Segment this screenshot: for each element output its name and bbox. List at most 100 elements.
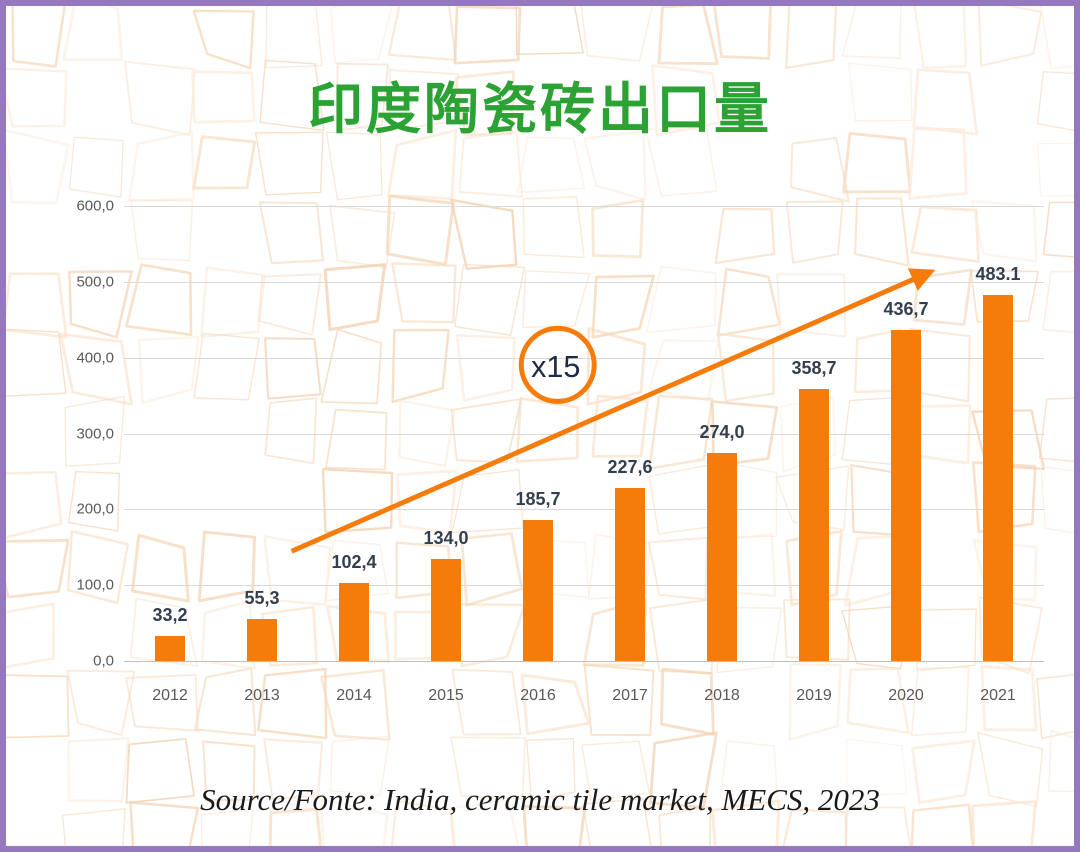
decorative-tile-shape [124, 60, 196, 137]
decorative-tile-shape [583, 130, 647, 201]
decorative-tile-shape [200, 808, 254, 846]
decorative-tile-shape [788, 662, 843, 741]
y-tick-label: 300,0 [76, 425, 114, 442]
decorative-tile-shape [450, 736, 526, 800]
decorative-tile-shape [329, 735, 391, 796]
decorative-tile-shape [971, 199, 1038, 263]
x-tick-label: 2016 [520, 687, 556, 704]
bar [431, 559, 461, 661]
gridline [124, 281, 1044, 283]
decorative-tile-shape [977, 6, 1043, 67]
decorative-tile-shape [125, 738, 195, 804]
decorative-tile-shape [66, 669, 136, 737]
y-tick-label: 600,0 [76, 197, 114, 215]
decorative-tile-shape [6, 674, 70, 739]
chart-title: 印度陶瓷砖出口量 [307, 78, 772, 140]
bar [247, 619, 277, 661]
decorative-tile-shape [910, 205, 980, 264]
bar-value-label: 274,0 [699, 422, 745, 443]
decorative-tile-shape [200, 266, 267, 338]
gridline [124, 206, 1044, 207]
bar-value-label: 358,7 [791, 357, 837, 378]
decorative-tile-shape [790, 136, 850, 203]
decorative-tile-shape [713, 6, 772, 60]
decorative-tile-shape [325, 131, 383, 201]
decorative-tile-shape [127, 131, 195, 203]
decorative-tile-shape [846, 667, 910, 735]
decorative-tile-shape [68, 136, 124, 198]
y-tick-label: 400,0 [76, 349, 114, 367]
x-tick-label: 2019 [796, 687, 832, 704]
decorative-tile-shape [191, 70, 256, 124]
decorative-tile-shape [390, 799, 456, 846]
decorative-tile-shape [970, 269, 1039, 323]
decorative-tile-shape [454, 70, 515, 137]
decorative-tile-shape [841, 604, 913, 670]
decorative-tile-shape [130, 199, 194, 262]
decorative-tile-shape [913, 6, 968, 69]
bar-value-label: 102,4 [331, 552, 377, 573]
decorative-tile-shape [458, 130, 524, 198]
decorative-tile-shape [6, 272, 68, 339]
decorative-tile-shape [68, 270, 133, 339]
decorative-tile-shape [11, 6, 66, 68]
decorative-tile-shape [202, 740, 256, 802]
decorative-tile-shape [125, 673, 199, 732]
y-tick-label: 0,0 [93, 652, 114, 670]
decorative-tile-shape [263, 738, 324, 801]
decorative-tile-shape [912, 68, 979, 136]
decorative-tile-shape [583, 664, 655, 737]
decorative-tile-shape [329, 6, 393, 64]
decorative-tile-shape [194, 667, 257, 737]
gridline [124, 585, 1044, 587]
decorative-tile-shape [193, 332, 260, 401]
decorative-tile-shape [978, 596, 1043, 675]
decorative-tile-shape [192, 9, 255, 70]
decorative-tile-shape [1039, 6, 1074, 70]
decorative-tile-shape [336, 62, 389, 132]
decorative-tile-shape [785, 6, 838, 69]
decorative-tile-shape [200, 600, 256, 670]
decorative-tile-shape [125, 263, 193, 337]
decorative-tile-shape [451, 668, 522, 736]
bar [615, 488, 645, 661]
decorative-tile-shape [1038, 397, 1074, 463]
decorative-tile-shape [1037, 142, 1074, 197]
bar [891, 329, 921, 661]
decorative-tile-shape [657, 6, 719, 66]
decorative-tile-shape [581, 740, 650, 801]
y-tick-label: 100,0 [76, 576, 114, 594]
decorative-tile-shape [329, 204, 396, 268]
decorative-tile-shape [131, 533, 190, 603]
bar [339, 583, 369, 661]
decorative-tile-shape [785, 200, 844, 264]
bar-value-label: 185,7 [515, 489, 561, 510]
decorative-tile-shape [59, 332, 134, 406]
decorative-tile-shape [66, 530, 130, 605]
decorative-tile-shape [6, 538, 70, 599]
source-caption: Source/Fonte: India, ceramic tile market… [200, 782, 880, 817]
decorative-tile-shape [847, 62, 913, 122]
decorative-tile-shape [908, 127, 968, 200]
x-tick-label: 2014 [336, 687, 372, 704]
decorative-tile-shape [129, 801, 200, 846]
decorative-tile-shape [387, 128, 458, 201]
x-tick-label: 2015 [428, 687, 464, 704]
decorative-tile-shape [846, 738, 908, 798]
decorative-tile-shape [971, 461, 1037, 534]
decorative-tile-shape [319, 797, 389, 846]
bar-chart: 0,0 100,0 200,0 300,0 400,0 500,0 600,0 33,2 201… [6, 6, 1074, 846]
decorative-tile-shape [976, 732, 1044, 808]
decorative-tile-shape [522, 804, 587, 846]
decorative-tile-shape [450, 198, 518, 270]
bar-value-label: 436,7 [883, 298, 929, 319]
x-tick-label: 2012 [152, 687, 188, 704]
decorative-tile-shape [1042, 201, 1074, 258]
decorative-tile-shape [644, 128, 718, 197]
decorative-tile-shape [64, 395, 126, 467]
decorative-tile-shape [782, 808, 848, 846]
decorative-tile-shape [62, 808, 126, 846]
decorative-tile-shape [658, 805, 712, 846]
bar-value-label: 33,2 [152, 604, 188, 625]
